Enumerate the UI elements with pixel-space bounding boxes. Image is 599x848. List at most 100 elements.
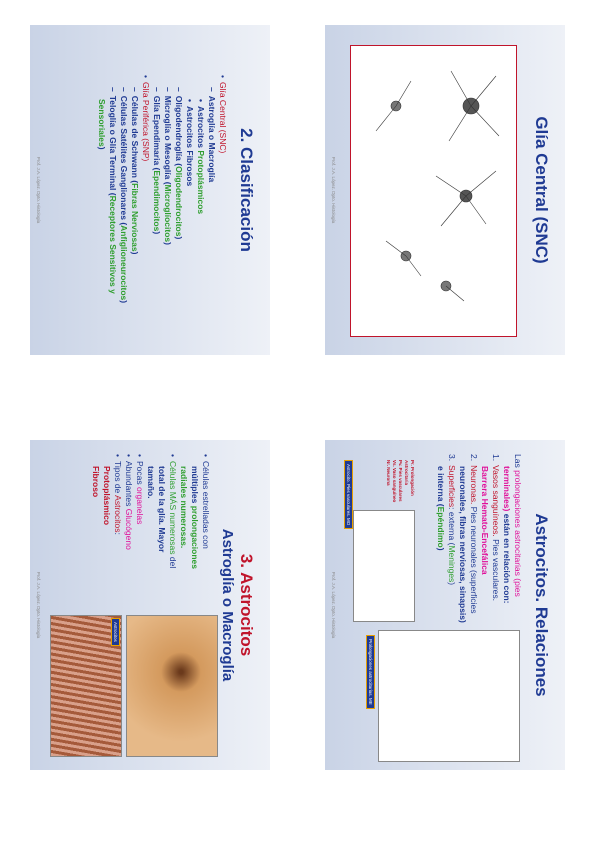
text-list: • Células estrelladas con múltiples prolon… [90,454,211,604]
slide: Glía Central (SNC) Prof. J.A. López. Dpto… [325,25,565,355]
text-line: terminales) están en relación con: [501,454,512,624]
text-list: Las prolongaciones astrocitarias (pies te… [435,454,523,624]
text-part: Fibras Nerviosas [130,183,140,252]
text-line: • Glía Central (SNC) [217,75,228,355]
text-line: e interna (Epéndimo) [435,454,446,624]
text-part: Pies neuronales (superficies [469,504,479,614]
legend-item: Astrocitaria [404,460,409,486]
text-part: Astrocitos [196,105,206,151]
text-part: Pocas [135,460,145,487]
text-part: del [168,554,178,569]
text-part: ) [174,236,184,240]
text-part: Vasos sanguíneos. [491,465,501,537]
slide-subtitle: Astroglía o Macroglía [219,528,236,682]
text-part: terminales) [502,466,512,512]
slide-title: 2. Clasificación [237,128,256,252]
text-part: ) [130,251,140,255]
bullet: • [168,454,178,457]
text-line: 3. Superficies: externa (Meninges) [446,454,457,624]
slide-box: 2. Clasificación • Glía Central (SNC) – Astr… [30,25,270,355]
slide-title: 3. Astrocitos [237,553,256,657]
text-line: • Abundantes Glucógeno [123,454,134,604]
text-part: : externa ( [447,507,457,546]
footer: Prof. J.A. López. Dpto. Histología [331,156,336,224]
image-label: Astrocitos [111,618,120,646]
text-part: ) [97,146,107,150]
slide-box: Glía Central (SNC) Prof. J.A. López. Dpto… [325,25,565,355]
text-part: Oligodendroglía ( [174,95,184,167]
text-part: e interna ( [436,466,446,507]
bullet: 1. [491,454,501,462]
text-part: organelas [135,486,145,525]
legend-item: Pr. Prolongación [410,460,415,496]
text-line: • Células MÁS numerosas del [167,454,178,604]
text-line: – Células Satélites Ganglionares (Anfigli… [118,75,129,355]
text-line: total de la glía. Mayor [156,454,167,604]
text-line: – Astroglía o Macroglía [206,75,217,355]
figure [350,45,517,337]
text-line: – Teloglía o Glía Terminal (Receptores Se… [107,75,118,355]
text-part: Ependimocitos [152,170,162,232]
text-line: • Glía Periférica (SNP) [140,75,151,355]
bullet: – [119,87,129,92]
text-part: : [113,532,123,535]
text-part: Pies vasculares. [491,536,501,602]
text-part: Glía Periférica (SNP) [141,81,151,162]
text-part: Astrocitos Fibrosos [185,105,195,187]
text-part: Tipos de [113,460,123,496]
bullet: • [135,454,145,457]
text-line: Protoplásmico [101,454,112,604]
text-part: ) [447,582,457,586]
bullet: • [185,99,195,102]
text-part: Astrocitos [113,495,123,533]
legend: Pr. Prolongación Astrocitaria Pv. Pies vas… [385,460,415,502]
drawing [375,70,500,302]
text-part: ) [163,242,173,245]
text-part: prolongaciones astrocitarias (pies [513,470,523,597]
bullet: • [196,99,206,102]
text-line: 2. Neuronas. Pies neuronales (superficies [468,454,479,624]
bullet: • [218,75,228,78]
bullet: 2. [469,454,479,462]
text-part: radiales numerosas. [179,466,189,549]
text-part: múltiples [190,466,200,506]
photo [126,615,218,757]
caption: Astrocito. Pies vasculares. MO [344,460,353,530]
text-part: ) [119,300,129,304]
figure [378,630,520,762]
bullet: – [207,87,217,92]
slide-box: Astrocitos. Relaciones Las prolongaciones… [325,440,565,770]
text-part: neuronales, fibras nerviosas, sinapsis) [458,466,468,623]
bullet: • [124,454,134,457]
text-part: Microglíocitos [163,184,173,243]
legend-item: Pv. Pies vasculares [398,460,403,502]
text-part: Protoplásmico [102,466,112,526]
text-part: Células MÁS numerosas [168,460,178,555]
slide-box: 3. Astrocitos Astroglía o Macroglía • Célul… [30,440,270,770]
text-part: están en relación con: [502,511,512,604]
text-part: Teloglía o Glía Terminal ( [108,95,118,196]
text-line: • Pocas organelas [134,454,145,604]
text-line: Barrera Hemato-Encefálica [479,454,490,624]
text-part: Las [513,454,523,471]
bullet: • [201,454,211,457]
text-part: (SNC) [218,129,228,154]
text-part: Glucógeno [124,508,134,550]
bullet: • [141,75,151,78]
bullet: – [174,87,184,92]
bullet: 3. [447,454,457,462]
text-part: ) [152,231,162,235]
text-line: Fibroso [90,454,101,604]
text-part: Meninges [447,545,457,583]
text-line: • Astrocitos Protoplásmicos [195,75,206,355]
text-part: Glía Ependimaria ( [152,95,162,171]
text-part: Astroglía o Macroglía [207,95,217,183]
text-part: Glía Central [218,81,228,130]
text-part: Superficies [447,465,457,508]
text-part: Epéndimo [436,506,446,548]
text-part: tamaño. [146,466,156,499]
caption: Prolongaciones astrocitarias. ME [366,635,375,709]
text-line: – Glía Ependimaria (Ependimocitos) [151,75,162,355]
footer: Prof. J.A. López. Dpto. Histología [331,571,336,639]
